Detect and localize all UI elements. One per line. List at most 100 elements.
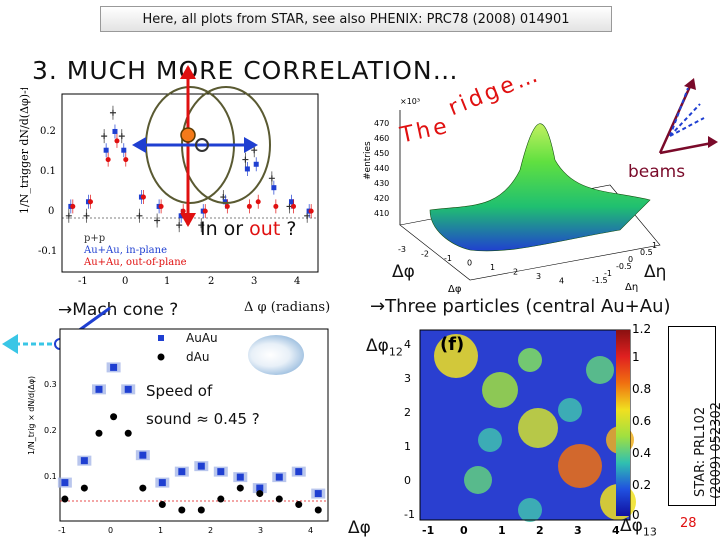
scale-tick: 0 [632, 508, 640, 522]
heatmap-cell [558, 398, 582, 422]
arrow-left-icon [2, 334, 18, 354]
data-point-auau [158, 479, 166, 487]
y-tick-label: 4 [404, 338, 411, 351]
arrow-left-icon [132, 137, 146, 153]
data-point-auau [95, 385, 103, 393]
color-scale-bar [616, 330, 630, 516]
ridge-plot: #entries ×10³ 470 460 450 440 430 420 410 -3 -2… [360, 80, 705, 295]
legend-dot-icon [157, 353, 165, 361]
heatmap-cell [434, 334, 478, 378]
z-tick-label: 440 [374, 164, 389, 173]
dphi12-label: Δφ12 [366, 336, 403, 358]
heatmap-cell [518, 408, 558, 448]
z-tick-label: 430 [374, 179, 389, 188]
data-point-auau [80, 457, 88, 465]
heatmap-cell [482, 372, 518, 408]
page-number: 28 [680, 516, 697, 531]
ridge-zlabel: #entries [363, 141, 373, 180]
trigger-particle [180, 127, 196, 143]
scale-tick: 0.8 [632, 382, 652, 396]
y-tick-label: 0 [48, 206, 54, 217]
arrow-right-icon [244, 137, 258, 153]
x-tick-label: 4 [294, 276, 300, 287]
data-point-auau [314, 490, 322, 498]
phi-tick-label: -1 [444, 254, 452, 263]
z-tick-label: 460 [374, 134, 389, 143]
phi-tick-label: -2 [421, 250, 429, 259]
legend-auau: AuAu [186, 331, 218, 345]
legend-dau: dAu [186, 350, 209, 364]
ridge-dphi-label: Δφ [392, 262, 415, 282]
legend-square-icon [158, 335, 164, 341]
data-point-dau [158, 501, 166, 509]
z-tick-label: 420 [374, 194, 389, 203]
arrow-right-icon [708, 136, 718, 148]
eta-tick-label: -1 [604, 269, 612, 278]
data-point-auau [275, 473, 283, 481]
flow-correlation-svg: 1/N_trigger dN/d(Δφ)-flow 0.2 0.1 0 -0.1… [18, 88, 319, 287]
data-point-dau [314, 506, 322, 514]
arrow-up-icon [180, 65, 196, 79]
x-tick-label: -1 [422, 524, 434, 537]
z-tick-label: 470 [374, 119, 389, 128]
heatmap-cell [518, 498, 542, 522]
ridge-z-exponent: ×10³ [400, 97, 420, 106]
y-tick-label: 3 [404, 372, 411, 385]
out-label: out [249, 218, 281, 240]
scale-tick: 1 [632, 350, 640, 364]
arrow-down-icon [180, 213, 196, 227]
legend-in-plane: Au+Au, in-plane [83, 245, 167, 256]
reaction-plane-diagram [132, 65, 271, 227]
x-tick-label: 2 [536, 524, 544, 537]
x-tick-label: -1 [78, 276, 88, 287]
particle-track [669, 103, 701, 137]
data-point-auau [295, 468, 303, 476]
x-tick-label: 2 [208, 276, 214, 287]
data-point-dau [139, 484, 147, 492]
phi-tick-label: 0 [467, 259, 472, 268]
data-point-auau [217, 468, 225, 476]
reference-line2: (2009) 052302 [709, 402, 720, 499]
phi-tick-label: -3 [398, 245, 406, 254]
data-point-dau [197, 506, 205, 514]
data-point-dau [236, 484, 244, 492]
ridge-deta-small: Δη [625, 282, 638, 293]
data-point-dau [217, 495, 225, 503]
data-point-dau [124, 429, 132, 437]
data-point-dau [275, 495, 283, 503]
beam-line [659, 141, 713, 155]
phi-tick-label: 4 [559, 277, 564, 286]
x-tick-label: 1 [164, 276, 170, 287]
three-particle-label: →Three particles (central Au+Au) [370, 296, 671, 317]
x-tick-label: 0 [460, 524, 468, 537]
y-tick-label: 0.2 [40, 126, 56, 137]
data-point-auau [110, 363, 118, 371]
beam-line [658, 81, 694, 154]
legend-out-of-plane: Au+Au, out-of-plane [83, 257, 187, 268]
scale-tick: 0.4 [632, 446, 652, 460]
reference-box: STAR: PRL102 (2009) 052302 [668, 326, 720, 506]
y-tick-label: 0 [404, 474, 411, 487]
data-point-auau [124, 385, 132, 393]
data-point-auau [61, 479, 69, 487]
data-point-auau [197, 462, 205, 470]
data-point-auau [178, 468, 186, 476]
x-tick-label: 1 [498, 524, 506, 537]
scale-tick: 0.6 [632, 414, 652, 428]
color-scale-ticks: 1.2 1 0.8 0.6 0.4 0.2 0 [632, 322, 672, 522]
y-tick-label: 0.3 [44, 380, 57, 389]
ridge-deta-label: Δη [644, 262, 667, 282]
x-tick-label: 0 [108, 526, 113, 535]
dphi12-sub: 12 [388, 345, 403, 359]
eta-tick-label: -0.5 [616, 262, 632, 271]
reference-line1: STAR: PRL102 [693, 406, 708, 497]
in-or-label: In or [200, 218, 250, 240]
x-tick-label: 3 [251, 276, 257, 287]
data-point-dau [95, 429, 103, 437]
data-point-auau [139, 451, 147, 459]
y-tick-label: -0.1 [38, 246, 57, 257]
x-tick-label: 1 [158, 526, 163, 535]
heatmap-cell [478, 428, 502, 452]
dphi13-label: Δφ13 [620, 516, 657, 538]
mach-ylabel: 1/N_trig × dN/d(Δφ) [27, 376, 36, 455]
